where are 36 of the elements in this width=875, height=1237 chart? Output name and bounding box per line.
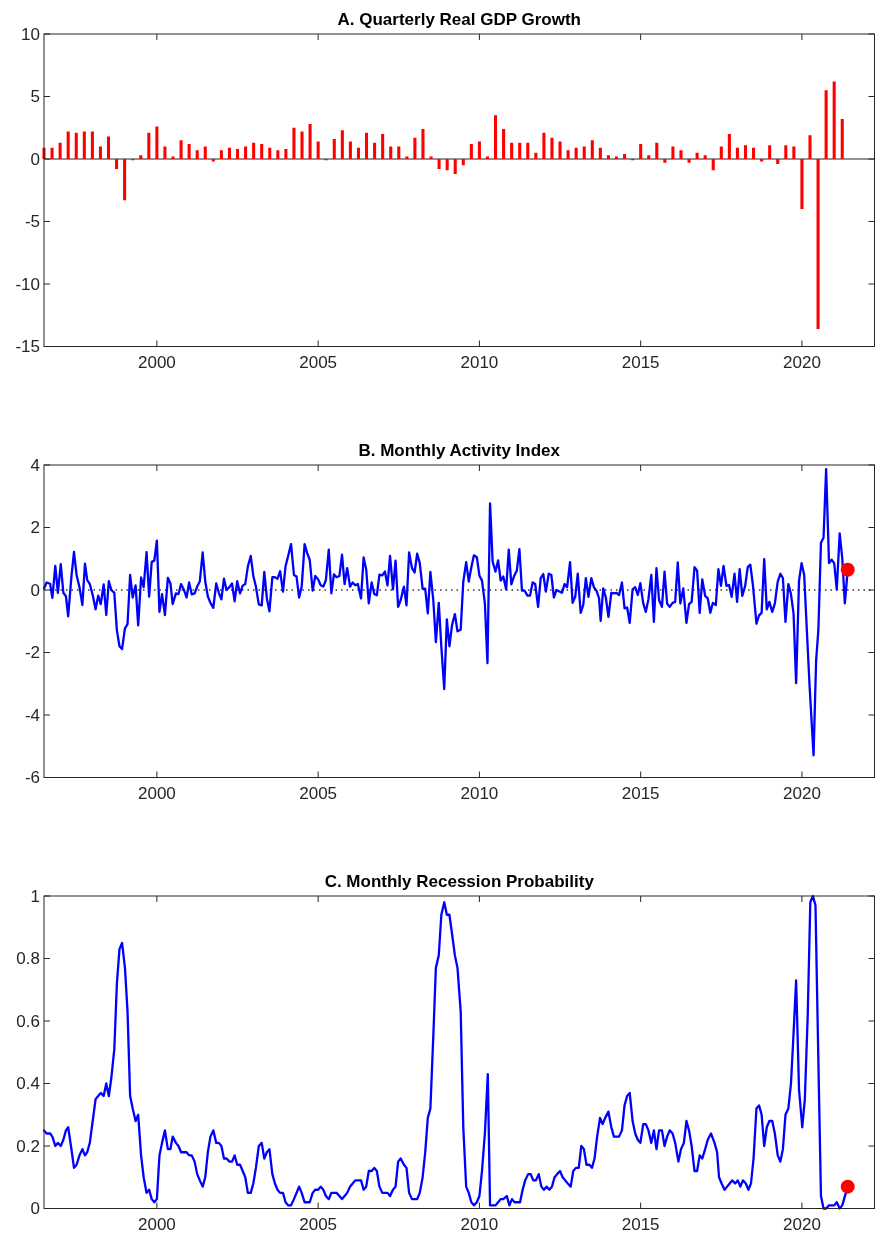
- y-tick-label: 0.4: [16, 1074, 40, 1094]
- y-tick-label: 10: [21, 24, 40, 44]
- x-tick-label: 2015: [621, 783, 660, 803]
- y-tick-label: 0.2: [16, 1136, 40, 1156]
- x-tick-label: 2010: [460, 352, 499, 372]
- x-tick-label: 2005: [299, 1214, 338, 1234]
- y-tick-label: 0: [30, 149, 40, 169]
- x-tick-label: 2005: [299, 352, 338, 372]
- y-tick-label: 0.6: [16, 1011, 40, 1031]
- x-tick-label: 2010: [460, 783, 499, 803]
- x-tick-label: 2020: [783, 1214, 821, 1234]
- y-tick-label: 4: [30, 455, 40, 475]
- x-tick-label: 2010: [460, 1214, 499, 1234]
- x-tick-label: 2000: [137, 783, 176, 803]
- y-tick-label: -4: [24, 705, 40, 725]
- x-tick-label: 2000: [137, 1214, 176, 1234]
- y-tick-label: 0.8: [16, 949, 40, 969]
- y-tick-label: 1: [30, 886, 40, 906]
- y-tick-label: 0: [30, 1199, 40, 1219]
- y-tick-label: -15: [15, 337, 40, 357]
- chart-title: B. Monthly Activity Index: [358, 441, 561, 460]
- x-tick-label: 2005: [299, 783, 338, 803]
- y-tick-label: 0: [30, 580, 40, 600]
- x-tick-label: 2000: [137, 352, 176, 372]
- y-tick-label: -10: [15, 274, 40, 294]
- y-tick-label: 5: [30, 87, 40, 107]
- x-tick-label: 2020: [783, 352, 821, 372]
- x-tick-label: 2015: [621, 1214, 660, 1234]
- x-tick-label: 2020: [783, 783, 821, 803]
- y-tick-label: -5: [24, 212, 40, 232]
- y-tick-label: 2: [30, 518, 40, 538]
- chart-title: A. Quarterly Real GDP Growth: [337, 10, 581, 29]
- chart-title: C. Monthly Recession Probability: [324, 872, 595, 891]
- y-tick-label: -6: [24, 768, 40, 788]
- y-tick-label: -2: [24, 643, 40, 663]
- x-tick-label: 2015: [621, 352, 660, 372]
